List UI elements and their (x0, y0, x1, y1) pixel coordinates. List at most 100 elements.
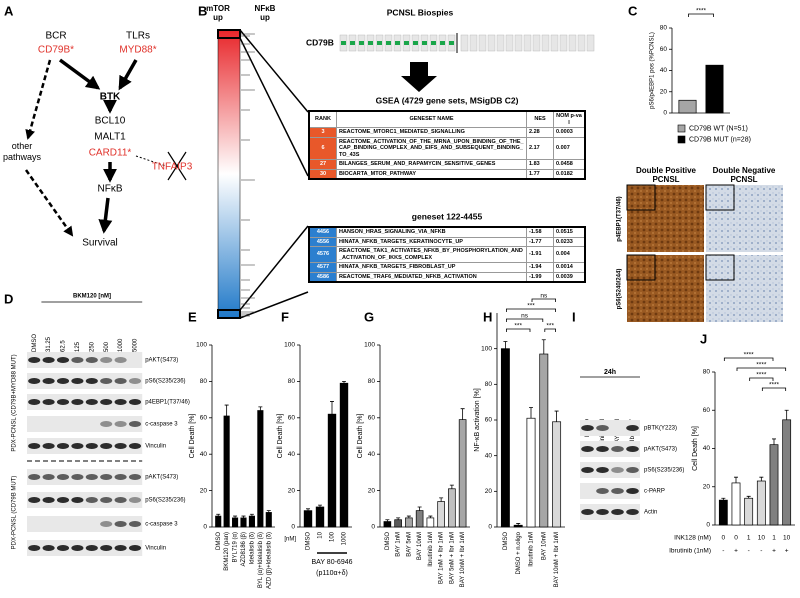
legend-label: CD79B MUT (n=28) (689, 136, 751, 143)
x-tick-label: DMSO (216, 532, 222, 550)
blot-row-label: pAKT(S473) (145, 358, 178, 364)
geneset-name: REACTOME_TAK1_ACTIVATES_NFKB_BY_PHOSPHOR… (336, 246, 527, 263)
x-tick-label: Idelalisib (δ) (250, 532, 256, 564)
blot-row-label: Actin (644, 510, 657, 516)
x-tick-label: BYL719 (α) (233, 532, 239, 562)
diagram-label: other pathways (2, 141, 42, 162)
significance-bracket (506, 308, 556, 312)
p-value: 0.0458 (553, 159, 586, 170)
table-row: 4586 REACTOME_TRAF6_MEDIATED_NFKB_ACTIVAT… (308, 271, 586, 283)
blot-strip (580, 504, 640, 520)
blot-band (114, 545, 127, 551)
bar (718, 499, 728, 526)
gsea-table: 4456 HANSON_HRAS_SIGNALING_VIA_NFKB -1.58 0… (308, 226, 586, 283)
mutation-mark (368, 41, 373, 45)
table-row: 30 BIOCARTA_MTOR_PATHWAY 1.77 0.0182 (308, 168, 586, 180)
bar (458, 419, 467, 528)
rank: 4556 (308, 236, 337, 247)
ihc-image (706, 185, 783, 252)
blot-band (28, 545, 41, 551)
bar (383, 521, 392, 528)
mutation-mark (440, 41, 445, 45)
blot-strip (27, 469, 143, 485)
column-header: RANK (308, 110, 337, 128)
y-tick-label: 80 (200, 378, 208, 385)
error-bar (318, 504, 322, 507)
significance-bracket (688, 13, 714, 17)
zoom-line (239, 29, 309, 113)
ihc-inset (626, 184, 656, 211)
blot-band (56, 497, 70, 503)
blot-band (100, 497, 113, 503)
blot-band (71, 545, 84, 551)
nes: -1.77 (526, 236, 554, 247)
blot-band (626, 425, 639, 431)
y-tick-label: 60 (485, 417, 493, 424)
rank: 6 (308, 136, 337, 160)
blot-band (626, 509, 639, 515)
x-tick-label: BAY 5nM (406, 532, 412, 557)
bar (303, 510, 313, 528)
error-bar (396, 517, 401, 520)
panel-label: F (281, 309, 289, 324)
diagram-label: NFκB (98, 184, 123, 195)
nes: 2.17 (526, 136, 554, 160)
bar (705, 64, 724, 114)
blot-strip (27, 492, 143, 508)
nes: 1.77 (526, 168, 554, 180)
legend-swatch (677, 135, 686, 144)
blot-band (42, 399, 55, 405)
significance-label: *** (514, 323, 522, 330)
bar (315, 506, 325, 528)
mutation-mark (404, 41, 409, 45)
geneset-name: REACTOME_MTORC1_MEDIATED_SIGNALLING (336, 127, 527, 138)
significance-label: *** (546, 323, 554, 330)
ihc-inset (705, 184, 735, 211)
x-tick-label: 100 (330, 531, 336, 542)
blot-band (100, 443, 113, 449)
error-bar (460, 408, 465, 420)
error-bar (306, 508, 310, 511)
blot-band (611, 446, 624, 452)
geneset-name: BILANGES_SERUM_AND_RAPAMYCIN_SENSITIVE_G… (336, 159, 527, 170)
lane-label: 500 (104, 341, 110, 352)
time-label: 24h (604, 369, 616, 376)
blot-row-label: pS6(S235/236) (644, 468, 684, 474)
blot-strip (27, 438, 143, 454)
error-bar (224, 404, 229, 416)
y-tick-label: 0 (291, 524, 295, 531)
table-row: 6 REACTOME_ACTIVATION_OF_THE_MRNA_UPON_BI… (308, 136, 586, 160)
p-value: 0.0182 (553, 168, 586, 180)
mutation-mark (341, 41, 346, 45)
rank: 30 (308, 168, 337, 180)
blot-band (28, 443, 41, 449)
legend-swatch (677, 124, 686, 133)
y-tick-label: 0 (371, 524, 375, 531)
x-tick-label: 10 (318, 531, 324, 538)
y-tick-label: 60 (703, 407, 711, 414)
blot-band (128, 545, 142, 551)
mutation-cell (469, 34, 478, 52)
lane-label: 1000 (118, 338, 124, 352)
y-tick-label: 40 (200, 451, 208, 458)
rank: 4576 (308, 246, 337, 263)
y-tick-label: 0 (488, 524, 492, 531)
heatmap-header: mTOR up (206, 4, 230, 22)
ihc-row-label: pS6(S240/244) (617, 269, 623, 310)
mutation-mark (350, 41, 355, 45)
mutation-mark (359, 41, 364, 45)
significance-label: **** (756, 372, 767, 379)
significance-label: **** (696, 8, 707, 15)
panel-label: D (4, 291, 13, 306)
column-header: GENESET NAME (336, 110, 527, 128)
bar (405, 517, 413, 528)
blot-band (56, 545, 70, 551)
y-tick-label: 60 (288, 415, 296, 422)
mutation-mark (449, 41, 454, 45)
y-tick-label: 80 (368, 378, 376, 385)
blot-band (100, 521, 113, 527)
x-tick-label: BAY 1nM (396, 532, 402, 557)
bar (426, 517, 435, 528)
bar (731, 482, 741, 526)
bar (415, 510, 424, 528)
